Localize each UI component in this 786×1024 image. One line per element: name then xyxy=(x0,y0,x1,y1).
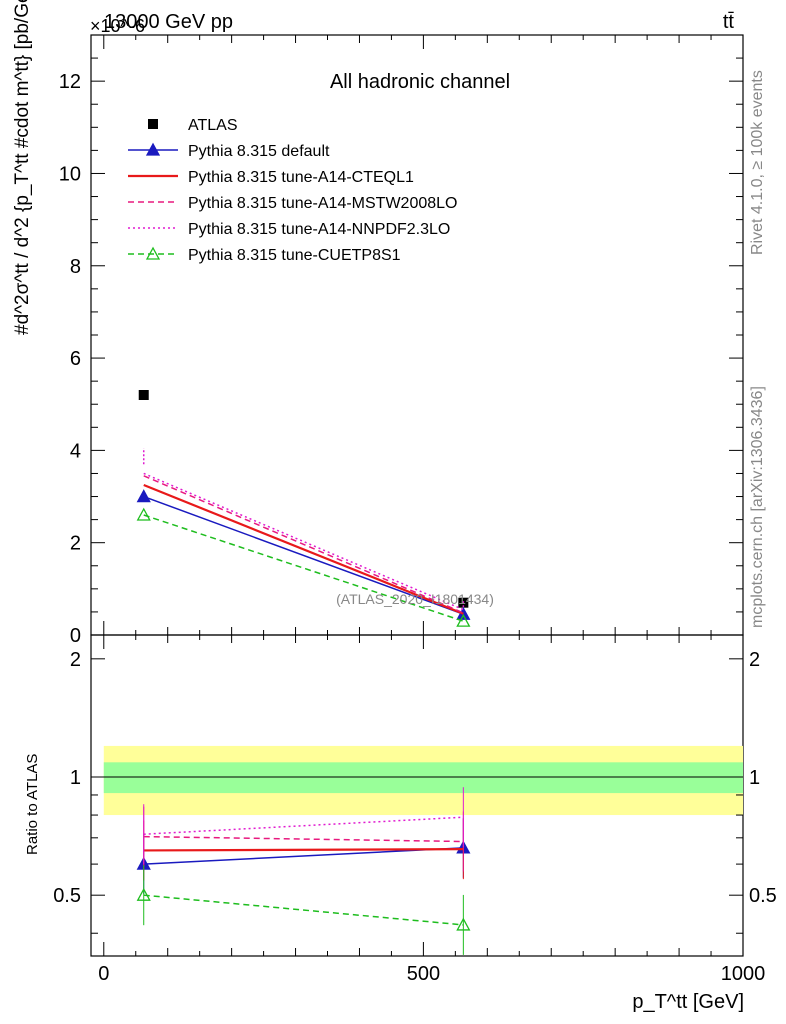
ratio-x-tick-label: 0 xyxy=(98,963,109,985)
main-y-tick-label: 4 xyxy=(70,440,81,462)
main-series-line xyxy=(143,495,464,615)
main-y-tick-label: 12 xyxy=(59,71,81,93)
main-y-tick-label: 10 xyxy=(59,163,81,185)
rivet-label: Rivet 4.1.0, ≥ 100k events xyxy=(749,70,766,255)
ratio-y-tick-label: 0.5 xyxy=(53,885,81,907)
main-y-tick-label: 0 xyxy=(70,625,81,647)
main-data-point xyxy=(136,507,151,521)
main-y-label-text: #d^2σ^tt / d^2 {p_T^tt #cdot m^tt} [pb/G… xyxy=(12,0,33,335)
x-axis-label: p_T^tt [GeV] xyxy=(632,991,744,1013)
main-series-group xyxy=(136,390,471,627)
ratio-series-line xyxy=(143,894,464,926)
ratio-band-inner xyxy=(103,762,744,794)
ratio-data-point xyxy=(136,887,151,901)
main-y-tick-label: 8 xyxy=(70,256,81,278)
process-label: tt̄ xyxy=(723,11,735,33)
main-series-line xyxy=(143,472,464,611)
analysis-label: (ATLAS_2020_I1801434) xyxy=(336,591,494,607)
main-y-tick-label: 6 xyxy=(70,348,81,370)
ratio-y-tick-label: 1 xyxy=(70,767,81,789)
legend-label: Pythia 8.315 tune-A14-CTEQL1 xyxy=(188,169,414,186)
legend-label: Pythia 8.315 tune-A14-MSTW2008LO xyxy=(188,195,457,212)
ratio-series-group xyxy=(136,787,471,955)
main-series-line xyxy=(143,475,464,614)
ratio-x-tick-label: 500 xyxy=(407,963,440,985)
ratio-series-line xyxy=(143,835,464,843)
ratio-series-line xyxy=(143,847,464,865)
ratio-data-point xyxy=(456,917,471,931)
legend-marker xyxy=(145,246,161,260)
legend-label: Pythia 8.315 tune-CUETP8S1 xyxy=(188,247,401,264)
energy-label: 13000 GeV pp xyxy=(104,11,233,33)
ratio-series-line xyxy=(143,848,464,852)
chart-title: All hadronic channel xyxy=(330,71,510,93)
y-exponent-label: ×10^-6 xyxy=(90,16,145,36)
legend-label: Pythia 8.315 tune-A14-NNPDF2.3LO xyxy=(188,221,450,238)
main-y-tick-label: 2 xyxy=(70,533,81,555)
ratio-y-tick-label: 2 xyxy=(70,649,81,671)
main-series-line xyxy=(143,514,464,622)
main-y-axis-label: #d^2σ^tt / d^2 {p_T^tt #cdot m^tt} [pb/G… xyxy=(12,0,33,335)
legend-marker xyxy=(148,119,158,129)
ratio-series-line xyxy=(143,816,464,835)
legend-marker xyxy=(145,142,161,156)
mcplots-label: mcplots.cern.ch [arXiv:1306.3436] xyxy=(749,386,766,628)
ratio-y-tick-label-right: 0.5 xyxy=(749,885,777,907)
main-data-point xyxy=(138,390,149,400)
ratio-y-label: Ratio to ATLAS xyxy=(24,754,41,855)
main-series-line xyxy=(143,483,464,615)
legend: ATLAS Pythia 8.315 default Pythia 8.315 tu… xyxy=(128,117,457,264)
main-data-point xyxy=(456,613,471,627)
ratio-y-tick-label-right: 2 xyxy=(749,649,760,671)
main-data-point xyxy=(136,489,151,503)
ratio-x-tick-label: 1000 xyxy=(721,963,766,985)
legend-label: Pythia 8.315 default xyxy=(188,143,330,160)
legend-label: ATLAS xyxy=(188,117,238,134)
ratio-y-tick-label-right: 1 xyxy=(749,767,760,789)
